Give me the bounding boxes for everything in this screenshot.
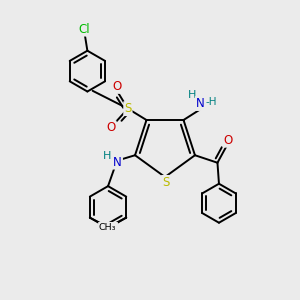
Text: N: N — [196, 97, 204, 110]
Text: O: O — [106, 121, 116, 134]
Text: N: N — [113, 156, 122, 169]
Text: S: S — [162, 176, 169, 189]
Text: -H: -H — [206, 97, 217, 107]
Text: CH₃: CH₃ — [100, 223, 117, 232]
Text: S: S — [124, 102, 132, 115]
Text: O: O — [223, 134, 232, 147]
Text: H: H — [188, 90, 196, 100]
Text: CH₃: CH₃ — [99, 223, 116, 232]
Text: Cl: Cl — [79, 22, 90, 36]
Text: O: O — [112, 80, 122, 93]
Text: H: H — [103, 151, 112, 161]
